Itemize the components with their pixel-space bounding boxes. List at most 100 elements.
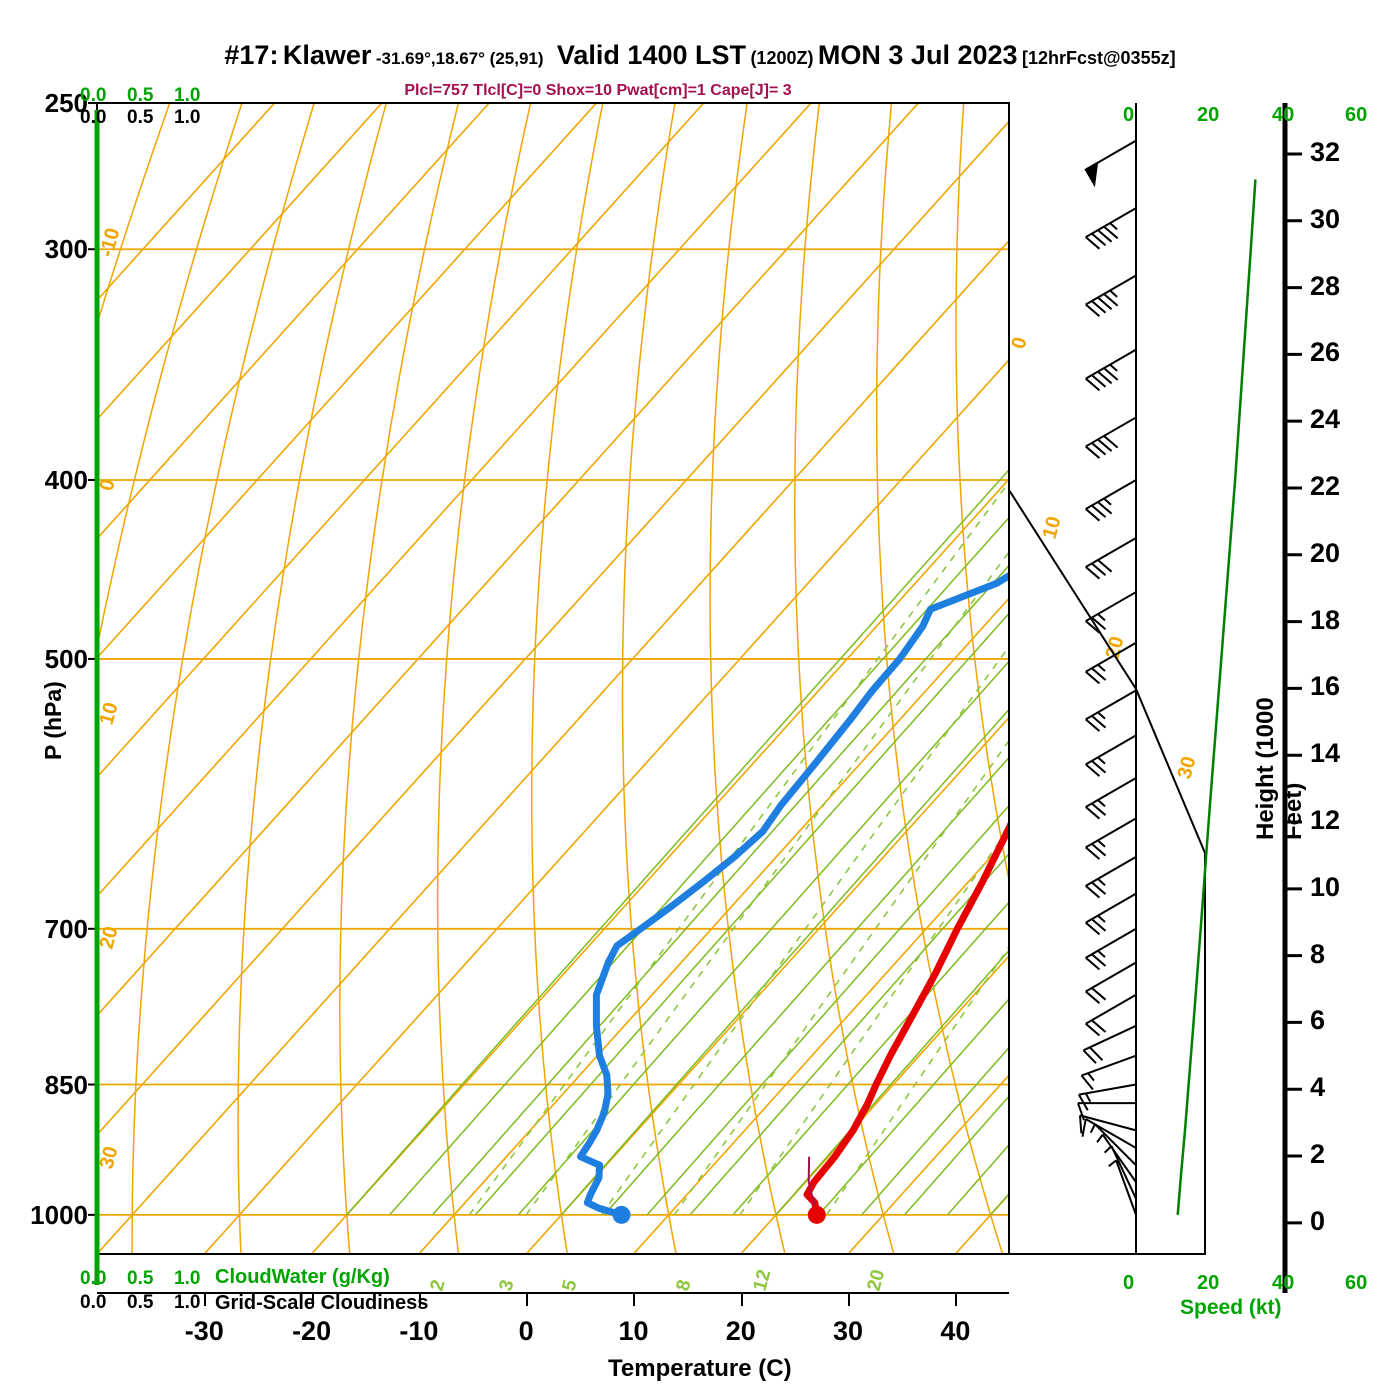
speed-tick-bottom: 40 — [1272, 1272, 1295, 1294]
wind-barb — [1085, 892, 1137, 936]
mixing-ratio-label: 12 — [750, 1267, 776, 1293]
speed-tick-bottom: 60 — [1345, 1272, 1368, 1294]
wind-barb — [1085, 207, 1137, 250]
wind-barb — [1084, 139, 1137, 188]
pressure-axis-label: P (hPa) — [40, 681, 66, 760]
speed-tick-top: 20 — [1197, 104, 1220, 126]
cloudwater-tick-top: 0.0 — [80, 85, 107, 106]
forecast-tag: [12hrFcst@0355z] — [1021, 48, 1176, 68]
temperature-tick-label: 0 — [518, 1316, 534, 1346]
wind-barb — [1108, 1159, 1137, 1216]
cloudiness-tick-top: 1.0 — [174, 107, 201, 128]
dewpoint-trace — [577, 571, 1009, 1219]
station-id: #17: — [224, 40, 279, 70]
cloudwater-tick-bottom: 1.0 — [174, 1268, 201, 1289]
pressure-tick-label: 300 — [44, 234, 88, 265]
station-coords: -31.69°,18.67° (25,91) — [375, 49, 544, 68]
wind-barb — [1078, 1083, 1137, 1111]
cloudiness-tick-bottom: 0.5 — [127, 1292, 154, 1313]
wind-barb — [1085, 591, 1137, 634]
temperature-tick — [526, 1293, 529, 1306]
height-tick-label: 0 — [1310, 1205, 1326, 1236]
temperature-tick — [418, 1293, 421, 1306]
height-tick-label: 12 — [1310, 805, 1341, 836]
temperature-axis-label: Temperature (C) — [608, 1355, 792, 1382]
height-tick-label: 28 — [1310, 270, 1341, 301]
wind-barb — [1085, 993, 1137, 1037]
temperature-tick-label: -10 — [399, 1316, 439, 1346]
temperature-tick-label: 10 — [618, 1316, 649, 1346]
height-tick-label: 14 — [1310, 738, 1341, 769]
mixing-ratio-label: 20 — [864, 1267, 890, 1293]
pressure-tick-label: 700 — [44, 913, 88, 944]
height-tick-label: 16 — [1310, 671, 1341, 702]
isotherm-lines — [97, 103, 1009, 1254]
dry-adiabat-label: 10 — [96, 700, 123, 727]
valid-time-label: Valid 1400 LST — [556, 40, 746, 70]
cloudwater-axis-label: CloudWater (g/Kg) — [215, 1266, 390, 1288]
temperature-tick-label: 40 — [940, 1316, 971, 1346]
moist-adiabat-lines — [346, 468, 1009, 1216]
height-tick-label: 10 — [1310, 871, 1341, 902]
height-tick-label: 4 — [1310, 1072, 1326, 1103]
wind-barb — [1085, 416, 1137, 459]
temperature-tick-label: 20 — [725, 1316, 756, 1346]
speed-tick-top: 40 — [1272, 104, 1295, 126]
wind-barb — [1078, 1114, 1137, 1134]
pressure-tick-label: 400 — [44, 464, 88, 495]
height-axis — [1282, 103, 1302, 1293]
parcel-trace — [807, 1156, 818, 1216]
surface-dewpoint-marker — [612, 1205, 631, 1224]
wind-barb — [1085, 537, 1137, 580]
wind-barb — [1085, 961, 1137, 1004]
height-tick-label: 8 — [1310, 938, 1326, 969]
height-curve — [1176, 179, 1257, 1216]
cloudiness-tick-top: 0.5 — [127, 107, 154, 128]
wind-barb — [1080, 1054, 1137, 1091]
station-name: Klawer — [282, 40, 372, 70]
height-tick-label: 2 — [1310, 1139, 1326, 1170]
cloudwater-tick-top: 0.5 — [127, 85, 154, 106]
speed-axis-label: Speed (kt) — [1180, 1296, 1282, 1319]
height-tick-label: 18 — [1310, 604, 1341, 635]
pressure-tick-label: 850 — [44, 1069, 88, 1100]
wind-barb — [1085, 856, 1137, 899]
cloudwater-tick-top: 1.0 — [174, 85, 201, 106]
isotherm-label: 10 — [1039, 514, 1066, 541]
isobar-lines — [88, 102, 1009, 1216]
height-tick-label: 20 — [1310, 537, 1341, 568]
surface-markers — [612, 1205, 826, 1224]
mixing-ratio-label: 2 — [427, 1278, 450, 1294]
height-tick-label: 24 — [1310, 404, 1341, 435]
valid-date: MON 3 Jul 2023 — [817, 40, 1018, 70]
page-title: #17: Klawer -31.69°,18.67° (25,91) Valid… — [0, 40, 1400, 71]
isotherm-label: 0 — [1008, 335, 1032, 351]
temperature-trace — [803, 820, 1009, 1219]
wind-barb — [1085, 641, 1137, 685]
temperature-tick — [955, 1293, 958, 1306]
plot-frame — [96, 102, 1010, 1255]
height-axis-label: Height (1000 Feet) — [1252, 697, 1307, 840]
surface-temperature-marker — [807, 1205, 826, 1224]
height-tick-label: 22 — [1310, 470, 1341, 501]
temperature-tick-label: -20 — [292, 1316, 332, 1346]
cloudwater-tick-bottom: 0.5 — [127, 1268, 154, 1289]
temperature-tick — [633, 1293, 636, 1306]
mixing-ratio-label: 3 — [496, 1278, 519, 1294]
wind-panel-axis — [1008, 103, 1206, 1255]
cloudiness-tick-bottom: 1.0 — [174, 1292, 201, 1313]
height-tick-label: 32 — [1310, 136, 1341, 167]
dry-adiabat-label: -10 — [96, 226, 125, 260]
temperature-tick — [740, 1293, 743, 1306]
dry-adiabat-label: 0 — [96, 477, 120, 493]
wind-barb — [1085, 817, 1137, 860]
height-tick-label: 26 — [1310, 337, 1341, 368]
height-tick-label: 30 — [1310, 203, 1341, 234]
cloudwater-tick-bottom: 0.0 — [80, 1268, 107, 1289]
cloudiness-tick-bottom: 0.0 — [80, 1292, 107, 1313]
temperature-tick — [204, 1293, 207, 1306]
valid-utc: (1200Z) — [750, 48, 814, 68]
speed-tick-bottom: 0 — [1123, 1272, 1135, 1294]
wind-barb — [1077, 1102, 1136, 1121]
